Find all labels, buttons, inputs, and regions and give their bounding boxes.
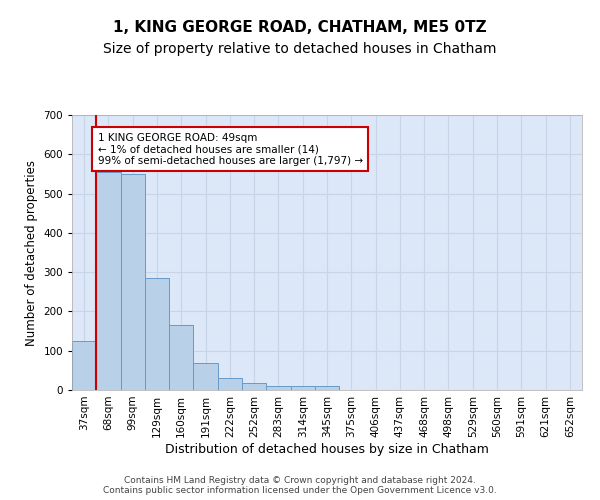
Bar — [218, 378, 242, 390]
Y-axis label: Number of detached properties: Number of detached properties — [25, 160, 38, 346]
Text: 1, KING GEORGE ROAD, CHATHAM, ME5 0TZ: 1, KING GEORGE ROAD, CHATHAM, ME5 0TZ — [113, 20, 487, 35]
Bar — [121, 174, 145, 390]
Bar — [96, 172, 121, 390]
X-axis label: Distribution of detached houses by size in Chatham: Distribution of detached houses by size … — [165, 442, 489, 456]
Bar — [169, 325, 193, 390]
Text: Contains HM Land Registry data © Crown copyright and database right 2024.
Contai: Contains HM Land Registry data © Crown c… — [103, 476, 497, 495]
Bar — [193, 362, 218, 390]
Bar — [145, 278, 169, 390]
Bar — [290, 386, 315, 390]
Text: Size of property relative to detached houses in Chatham: Size of property relative to detached ho… — [103, 42, 497, 56]
Text: 1 KING GEORGE ROAD: 49sqm
← 1% of detached houses are smaller (14)
99% of semi-d: 1 KING GEORGE ROAD: 49sqm ← 1% of detach… — [97, 132, 362, 166]
Bar — [266, 386, 290, 390]
Bar — [315, 386, 339, 390]
Bar — [72, 341, 96, 390]
Bar — [242, 383, 266, 390]
